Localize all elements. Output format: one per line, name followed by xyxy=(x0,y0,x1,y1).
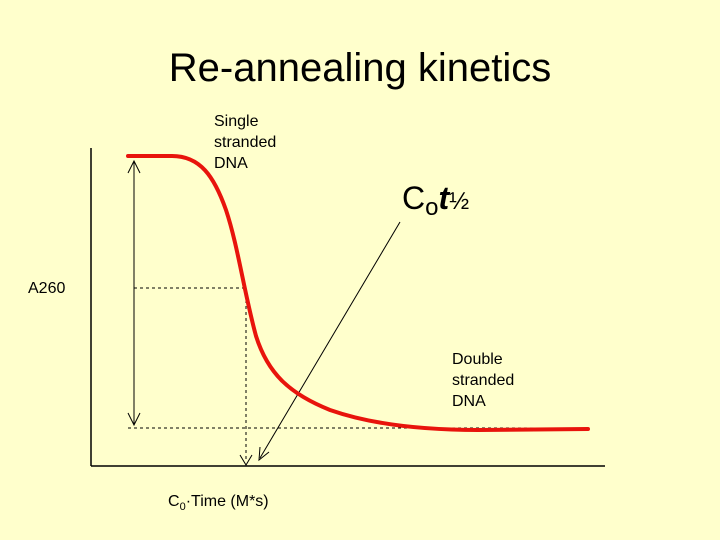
double-stranded-line-2: stranded xyxy=(452,372,515,389)
cot-half-pointer-line xyxy=(259,221,401,459)
amplitude-arrowhead-bottom xyxy=(127,412,141,427)
slide-title: Re-annealing kinetics xyxy=(168,46,552,90)
single-stranded-line-1: Single xyxy=(214,113,259,130)
reannealing-curve xyxy=(126,154,590,432)
cot-half-c: C xyxy=(402,180,426,216)
amplitude-arrowhead-top xyxy=(127,159,141,174)
single-stranded-line-3: DNA xyxy=(214,155,248,172)
x-axis-label: C0·Time (M*s) xyxy=(168,491,269,518)
x-axis-label-c: C xyxy=(168,493,180,510)
cot-half-fraction: ½ xyxy=(449,188,470,215)
double-stranded-label: Double stranded DNA xyxy=(452,349,514,412)
cot-half-t: t xyxy=(438,180,450,216)
double-stranded-line-3: DNA xyxy=(452,393,486,410)
midpoint-arrowhead xyxy=(239,454,253,466)
x-axis-label-dot: · xyxy=(185,493,192,510)
x-axis-label-rest: Time (M*s) xyxy=(191,493,269,510)
single-stranded-line-2: stranded xyxy=(214,134,277,151)
cot-half-pointer-arrowhead xyxy=(258,446,270,462)
cot-half-sub: o xyxy=(425,194,439,221)
y-axis-label: A260 xyxy=(28,280,66,297)
double-stranded-line-1: Double xyxy=(452,351,503,368)
single-stranded-label: Single stranded DNA xyxy=(214,111,276,174)
cot-half-label: Cot½ xyxy=(402,178,469,228)
x-axis-label-sub: 0 xyxy=(179,501,186,513)
